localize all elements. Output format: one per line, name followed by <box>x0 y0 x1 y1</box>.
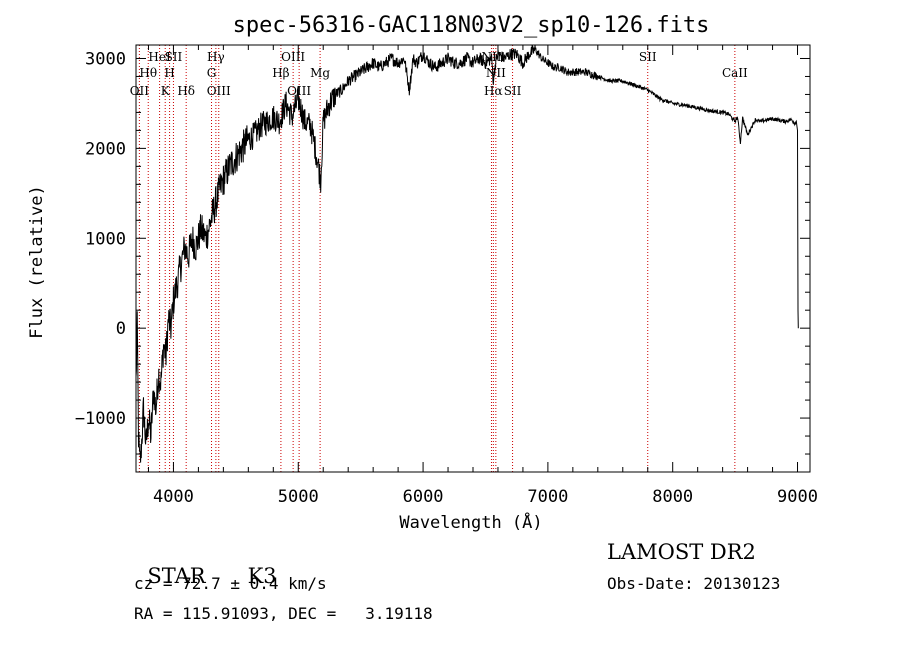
spectral-line-labels: OIIHθHeIKSIIHHδHγGOIIIOIIIHβOIIIMgNIINII… <box>130 50 748 98</box>
survey-label: LAMOST DR2 <box>607 540 756 564</box>
plot-frame <box>135 44 811 473</box>
y-tick-label: 3000 <box>85 49 126 69</box>
spectral-line-label: HeI <box>148 50 171 64</box>
x-axis-ticks: 4000 5000 6000 7000 8000 9000 <box>147 45 818 507</box>
y-axis-ticks: −1000 0 1000 2000 3000 <box>75 49 810 473</box>
spectral-line-label: NII <box>486 66 506 80</box>
y-axis-label: Flux (relative) <box>27 185 47 339</box>
spectrum-chart: spec-56316-GAC118N03V2_sp10-126.fits OII… <box>27 13 818 533</box>
chart-title: spec-56316-GAC118N03V2_sp10-126.fits <box>233 13 710 38</box>
coordinates-text: RA = 115.91093, DEC = 3.19118 <box>134 604 433 623</box>
y-tick-label: 0 <box>116 319 126 339</box>
x-tick-label: 9000 <box>777 487 818 507</box>
y-tick-label: 2000 <box>85 139 126 159</box>
spectral-line-label: OIII <box>281 50 305 64</box>
spectrum-series-line <box>135 44 799 463</box>
spectral-line-label: K <box>161 84 171 98</box>
obs-date-text: Obs-Date: 20130123 <box>607 574 781 593</box>
spectral-line-markers <box>138 45 736 472</box>
spectral-line-label: OII <box>130 84 150 98</box>
spectral-line-label: OIII <box>287 84 311 98</box>
y-tick-label: 1000 <box>85 229 126 249</box>
spectral-line-label: CaII <box>722 66 748 80</box>
spectral-line-label: H <box>164 66 174 80</box>
subclass-label: K3 <box>247 564 277 588</box>
spectral-line-label: OIII <box>207 84 231 98</box>
x-tick-label: 7000 <box>527 487 568 507</box>
x-tick-label: 5000 <box>278 487 319 507</box>
x-tick-label: 8000 <box>652 487 693 507</box>
y-tick-label: −1000 <box>75 409 126 429</box>
x-tick-label: 6000 <box>403 487 444 507</box>
spectral-line-label: SII <box>165 50 183 64</box>
object-class: STAR K3 <box>134 540 277 588</box>
spectral-line-label: Hδ <box>177 84 195 98</box>
spectral-line-label: Hθ <box>139 66 157 80</box>
x-axis-label: Wavelength (Å) <box>399 511 542 533</box>
spectral-line-label: Mg <box>310 66 330 80</box>
redshift-text: cz = 72.7 ± 0.4 km/s <box>134 574 327 593</box>
spectral-line-label: Hβ <box>272 66 289 80</box>
x-tick-label: 4000 <box>153 487 194 507</box>
spectral-line-label: Hγ <box>207 50 225 64</box>
spectral-line-label: SII <box>639 50 657 64</box>
spectral-line-label: G <box>207 66 217 80</box>
class-label: STAR <box>147 564 206 588</box>
spectral-line-label: Hα <box>484 84 503 98</box>
spectral-line-label: SII <box>504 84 522 98</box>
